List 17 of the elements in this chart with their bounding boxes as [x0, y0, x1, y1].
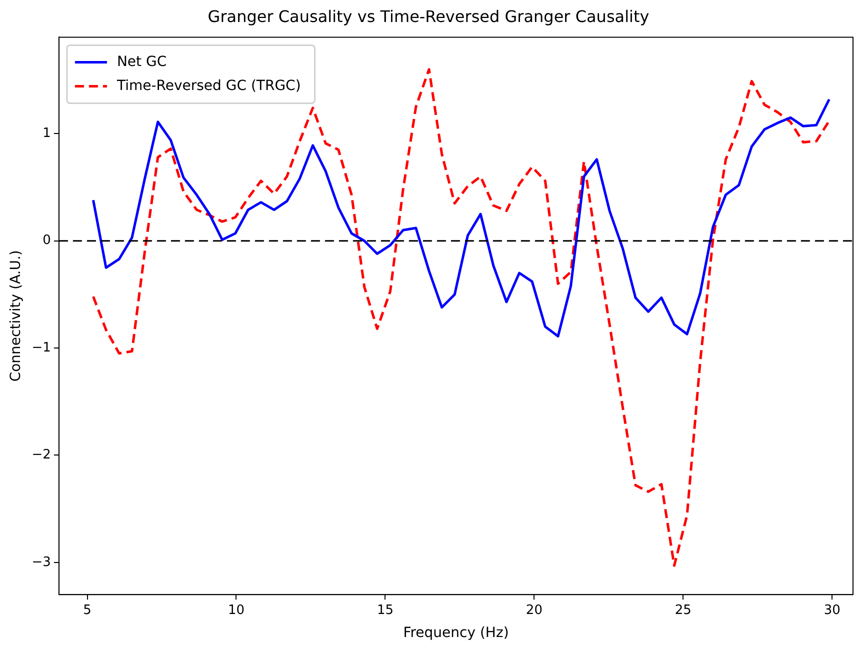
y-tick-label: 1	[42, 126, 51, 142]
x-tick-label: 25	[674, 602, 692, 618]
y-tick-label: 0	[42, 233, 51, 248]
chart-title: Granger Causality vs Time-Reversed Granger Causality	[208, 6, 650, 26]
y-tick-label: −3	[32, 554, 51, 570]
legend-label: Net GC	[116, 54, 167, 70]
legend-label: Time-Reversed GC (TRGC)	[116, 78, 301, 94]
x-tick-label: 20	[526, 602, 542, 618]
x-tick-label: 15	[376, 602, 394, 618]
x-tick-label: 5	[83, 602, 92, 618]
x-tick-label: 30	[824, 602, 840, 618]
y-tick-label: −2	[32, 448, 51, 463]
x-axis-title: Frequency (Hz)	[403, 625, 509, 642]
y-tick-label: −1	[32, 340, 51, 356]
x-tick-label: 10	[228, 602, 245, 618]
y-axis-title: Connectivity (A.U.)	[8, 250, 24, 382]
line-series	[92, 68, 830, 567]
